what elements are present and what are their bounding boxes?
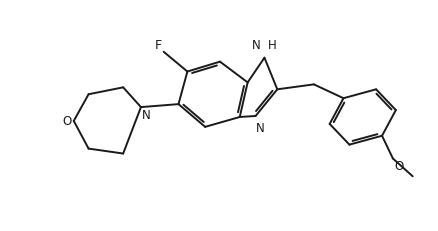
Text: O: O — [394, 160, 403, 173]
Text: O: O — [63, 115, 72, 128]
Text: F: F — [155, 39, 162, 52]
Text: N: N — [142, 109, 151, 122]
Text: N: N — [252, 39, 261, 52]
Text: H: H — [268, 39, 276, 52]
Text: N: N — [256, 122, 265, 134]
